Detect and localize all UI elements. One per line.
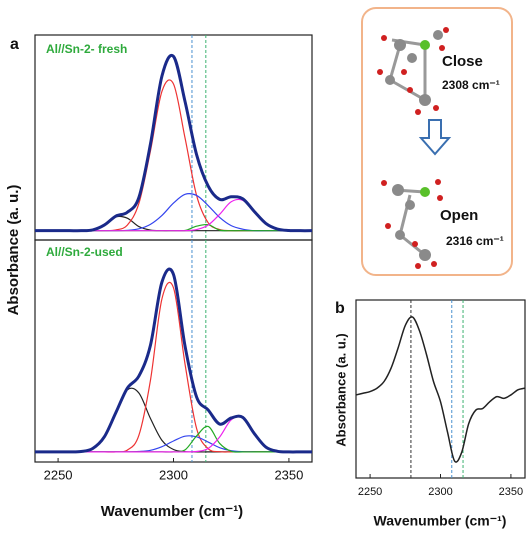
molecule-open — [381, 179, 443, 269]
subplot-title: Al//Sn-2-used — [46, 245, 123, 259]
state-label: Close — [442, 53, 483, 70]
diagram-box — [361, 7, 513, 276]
x-tick-label: 2350 — [499, 486, 523, 498]
plot-frame — [355, 299, 526, 479]
x-tick-label: 2250 — [358, 486, 382, 498]
state-label: Open — [440, 207, 478, 224]
plot-frame — [34, 34, 313, 241]
x-axis-label: Wavenumber (cm⁻¹) — [374, 513, 507, 529]
state-wavenumber: 2308 cm⁻¹ — [442, 78, 500, 92]
x-tick-label: 2250 — [44, 467, 73, 482]
panel-letter: a — [10, 36, 19, 53]
series-line — [35, 415, 312, 453]
state-wavenumber: 2316 cm⁻¹ — [446, 234, 504, 248]
series-line — [35, 387, 312, 453]
series-line — [35, 281, 312, 453]
series-line — [35, 215, 312, 232]
series-line — [35, 79, 312, 232]
x-tick-label: 2300 — [428, 486, 452, 498]
y-axis-label: Absorbance (a. u.) — [333, 333, 348, 446]
structure-diagram: Close 2308 cm⁻¹ Open 2316 cm⁻¹ — [361, 7, 513, 276]
y-axis-label: Absorbance (a. u.) — [5, 185, 22, 316]
x-tick-label: 2300 — [159, 467, 188, 482]
subplot-title: Al//Sn-2- fresh — [46, 42, 127, 56]
transition-arrow — [418, 119, 452, 156]
x-tick-label: 2350 — [274, 467, 303, 482]
x-axis-label: Wavenumber (cm⁻¹) — [101, 503, 243, 520]
panel-letter: b — [335, 300, 345, 317]
molecule-close — [377, 27, 449, 115]
series-line — [355, 316, 526, 463]
series-line — [35, 53, 313, 233]
series-line — [35, 267, 312, 454]
